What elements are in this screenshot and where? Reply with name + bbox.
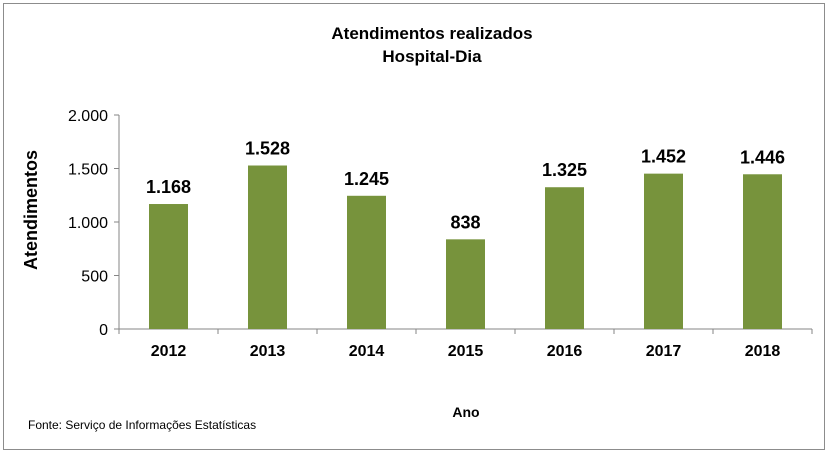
data-label: 838 <box>450 212 480 232</box>
x-tick-label: 2014 <box>349 343 385 360</box>
plot-area: 0 500 1.000 1.500 2.000 1.168 2012 1.528 2013 1.2… <box>68 108 813 360</box>
x-tick-label: 2018 <box>745 343 781 360</box>
bar <box>149 204 188 329</box>
data-label: 1.325 <box>542 160 587 180</box>
data-label: 1.452 <box>641 147 686 167</box>
bar <box>743 174 782 329</box>
x-tick-label: 2013 <box>250 343 286 360</box>
x-tick-label: 2017 <box>646 343 682 360</box>
data-label: 1.446 <box>740 147 785 167</box>
chart-title: Atendimentos realizados <box>331 24 532 43</box>
source-note: Fonte: Serviço de Informações Estatístic… <box>28 418 256 432</box>
bar <box>248 165 287 329</box>
y-tick-label: 0 <box>99 322 108 339</box>
chart-frame: Atendimentos realizados Hospital-Dia 0 50… <box>3 3 825 450</box>
x-tick-label: 2016 <box>547 343 583 360</box>
bar <box>644 173 683 329</box>
y-tick-label: 1.000 <box>68 215 108 232</box>
y-tick-label: 2.000 <box>68 108 108 125</box>
bar <box>347 195 386 329</box>
x-tick-label: 2015 <box>448 343 484 360</box>
data-label: 1.528 <box>245 139 290 159</box>
data-label: 1.168 <box>146 177 191 197</box>
chart-subtitle: Hospital-Dia <box>382 47 482 66</box>
bar <box>446 239 485 329</box>
y-axis-label: Atendimentos <box>21 150 41 270</box>
x-tick-label: 2012 <box>151 343 187 360</box>
y-tick-label: 1.500 <box>68 162 108 179</box>
bar-chart: Atendimentos realizados Hospital-Dia 0 50… <box>21 24 813 432</box>
bar <box>545 187 584 329</box>
x-axis-label: Ano <box>452 404 479 420</box>
data-label: 1.245 <box>344 169 389 189</box>
y-tick-label: 500 <box>81 269 108 286</box>
